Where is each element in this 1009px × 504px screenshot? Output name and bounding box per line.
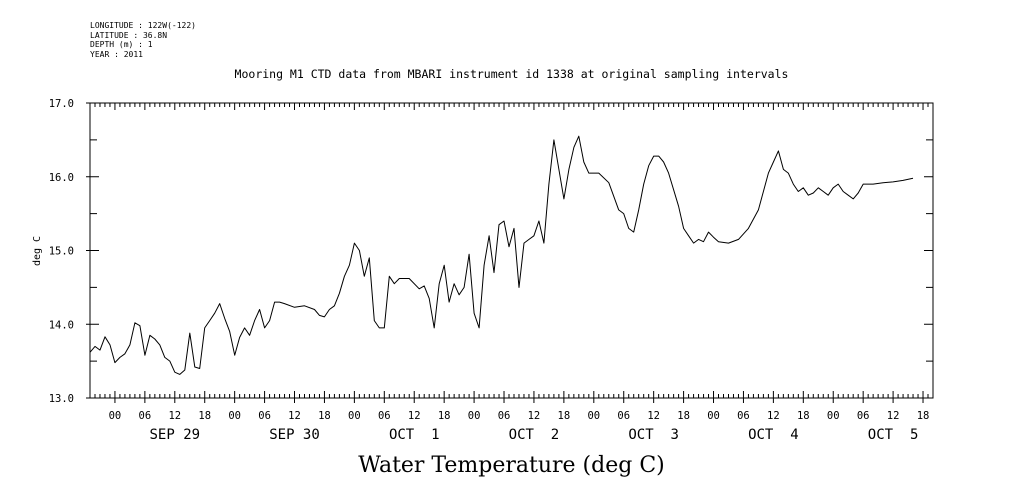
x-hour-tick-label: 00 bbox=[348, 410, 361, 422]
tick-label-layer: 00 06 12 18 00 06 12 18 00 06 12 18 00 06 12 18 00 06 12 18… bbox=[49, 98, 930, 443]
x-axis-label: Water Temperature (deg C) bbox=[358, 453, 665, 478]
y-tick-label: 15.0 bbox=[49, 246, 74, 258]
y-tick-label: 13.0 bbox=[49, 393, 74, 405]
x-day-label: OCT 1 bbox=[389, 427, 440, 443]
x-hour-tick-label: 06 bbox=[378, 410, 391, 422]
x-hour-tick-label: 12 bbox=[408, 410, 421, 422]
x-hour-tick-label: 00 bbox=[109, 410, 122, 422]
x-hour-tick-label: 06 bbox=[498, 410, 511, 422]
x-hour-tick-label: 18 bbox=[558, 410, 571, 422]
y-tick-label: 16.0 bbox=[49, 172, 74, 184]
x-hour-tick-label: 06 bbox=[857, 410, 870, 422]
x-hour-tick-label: 06 bbox=[258, 410, 271, 422]
x-hour-tick-label: 12 bbox=[288, 410, 301, 422]
x-hour-tick-label: 18 bbox=[198, 410, 211, 422]
x-hour-tick-label: 18 bbox=[917, 410, 930, 422]
plot-frame bbox=[89, 102, 934, 399]
x-hour-tick-label: 00 bbox=[228, 410, 241, 422]
y-axis-label: deg C bbox=[32, 236, 43, 266]
x-day-label: OCT 2 bbox=[509, 427, 560, 443]
tick-layer bbox=[86, 102, 934, 403]
x-day-label: OCT 3 bbox=[628, 427, 679, 443]
x-hour-tick-label: 06 bbox=[737, 410, 750, 422]
x-hour-tick-label: 00 bbox=[468, 410, 481, 422]
x-day-label: SEP 29 bbox=[150, 427, 201, 443]
y-tick-label: 14.0 bbox=[49, 319, 74, 331]
x-day-label: SEP 30 bbox=[269, 427, 320, 443]
station-metadata: LONGITUDE : 122W(-122) LATITUDE : 36.8N … bbox=[90, 21, 196, 59]
x-hour-tick-label: 12 bbox=[168, 410, 181, 422]
y-tick-label: 17.0 bbox=[49, 98, 74, 110]
x-hour-tick-label: 06 bbox=[139, 410, 152, 422]
x-hour-tick-label: 18 bbox=[797, 410, 810, 422]
x-hour-tick-label: 00 bbox=[827, 410, 840, 422]
axes-layer bbox=[89, 102, 934, 399]
x-hour-tick-label: 18 bbox=[438, 410, 451, 422]
x-hour-tick-label: 00 bbox=[707, 410, 720, 422]
x-day-label: OCT 5 bbox=[868, 427, 919, 443]
x-hour-tick-label: 12 bbox=[528, 410, 541, 422]
series-layer bbox=[89, 135, 914, 375]
water-temperature-line bbox=[89, 135, 914, 375]
x-hour-tick-label: 18 bbox=[318, 410, 331, 422]
latitude-text: LATITUDE : 36.8N bbox=[90, 30, 168, 40]
x-hour-tick-label: 00 bbox=[587, 410, 600, 422]
chart-title: Mooring M1 CTD data from MBARI instrumen… bbox=[234, 67, 789, 81]
x-hour-tick-label: 12 bbox=[767, 410, 780, 422]
year-text: YEAR : 2011 bbox=[90, 49, 143, 59]
x-hour-tick-label: 12 bbox=[887, 410, 900, 422]
depth-text: DEPTH (m) : 1 bbox=[90, 40, 153, 49]
x-hour-tick-label: 12 bbox=[647, 410, 660, 422]
x-day-label: OCT 4 bbox=[748, 427, 799, 443]
x-hour-tick-label: 06 bbox=[617, 410, 630, 422]
x-hour-tick-label: 18 bbox=[677, 410, 690, 422]
longitude-text: LONGITUDE : 122W(-122) bbox=[90, 21, 196, 30]
